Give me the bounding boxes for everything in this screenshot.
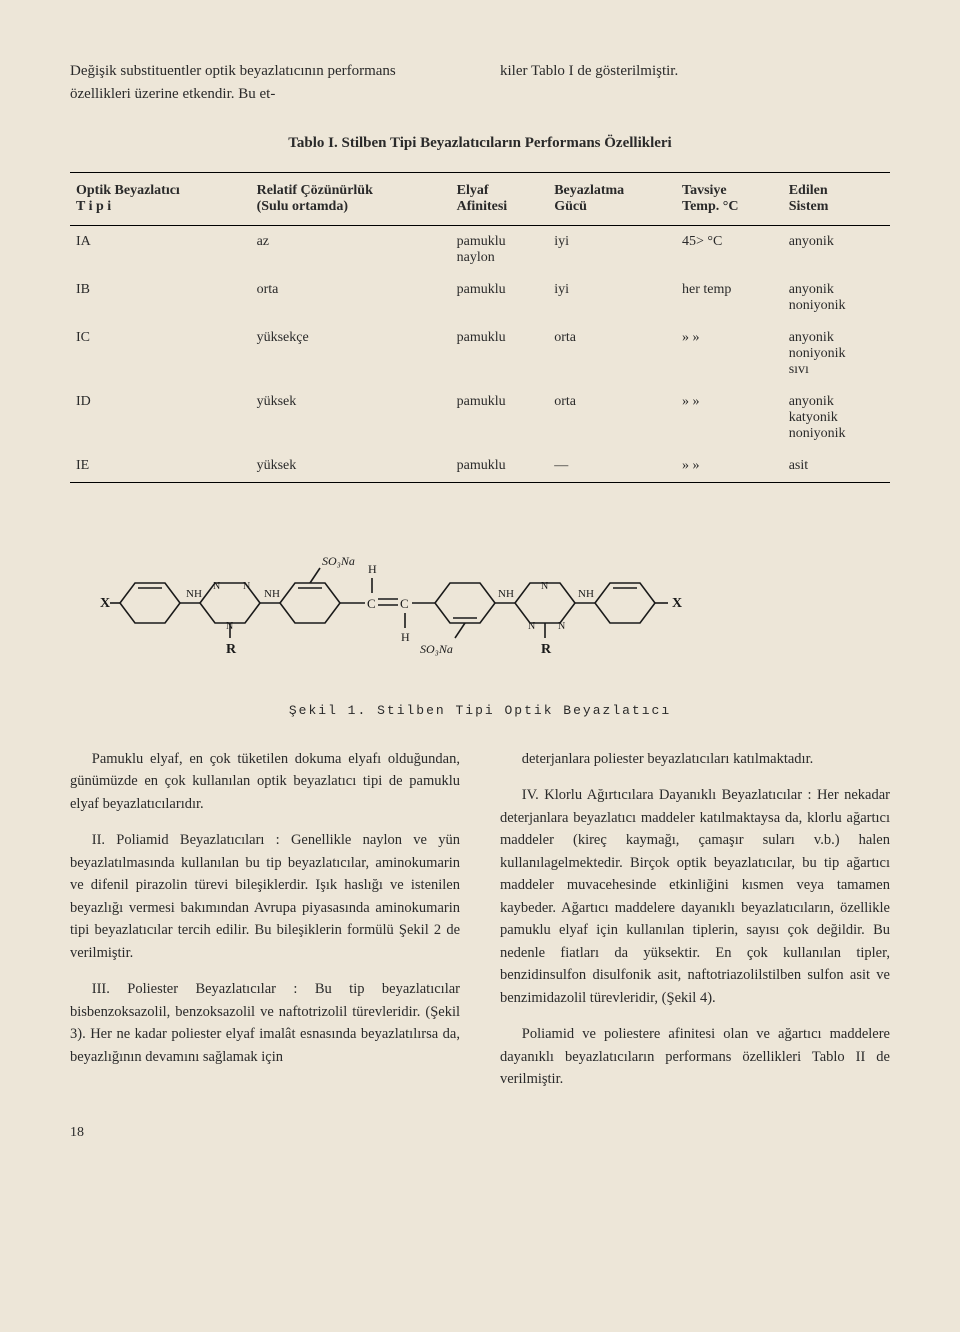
th-system: Edilen Sistem bbox=[783, 173, 890, 226]
para-l1: Pamuklu elyaf, en çok tüketilen dokuma e… bbox=[70, 748, 460, 815]
th-sys-l2: Sistem bbox=[789, 199, 829, 214]
cell-coz: yüksekçe bbox=[251, 322, 451, 386]
cell-temp: 45> °C bbox=[676, 226, 783, 275]
th-aff-l1: Elyaf bbox=[457, 183, 489, 198]
th-type-l2: T i p i bbox=[76, 199, 111, 214]
intro-right: kiler Tablo I de gösterilmiştir. bbox=[500, 60, 890, 105]
body-columns: Pamuklu elyaf, en çok tüketilen dokuma e… bbox=[70, 748, 890, 1105]
label-so3na-top: SO₃Na bbox=[322, 554, 355, 568]
cell-temp: » » bbox=[676, 450, 783, 483]
label-n-1: N bbox=[213, 581, 220, 592]
cell-tip: IC bbox=[70, 322, 251, 386]
cell-sistem: asit bbox=[783, 450, 890, 483]
table-body: IAazpamuklu nayloniyi45> °CanyonikIBorta… bbox=[70, 226, 890, 483]
cell-coz: yüksek bbox=[251, 450, 451, 483]
cell-coz: orta bbox=[251, 274, 451, 322]
cell-elyaf: pamuklu bbox=[451, 386, 549, 450]
label-c-right: C bbox=[400, 596, 409, 611]
cell-elyaf: pamuklu bbox=[451, 450, 549, 483]
intro-left: Değişik substituentler optik beyazlatıcı… bbox=[70, 60, 460, 105]
th-sol-l1: Relatif Çözünürlük bbox=[257, 183, 373, 198]
cell-guc: iyi bbox=[548, 274, 676, 322]
table-row: IAazpamuklu nayloniyi45> °Canyonik bbox=[70, 226, 890, 275]
cell-sistem: anyonik noniyonik bbox=[783, 274, 890, 322]
cell-sistem: anyonik noniyonik sıvı bbox=[783, 322, 890, 386]
cell-tip: IA bbox=[70, 226, 251, 275]
cell-guc: orta bbox=[548, 386, 676, 450]
th-pow-l1: Beyazlatma bbox=[554, 183, 624, 198]
page-number: 18 bbox=[70, 1125, 890, 1141]
th-temp-l2: Temp. °C bbox=[682, 199, 738, 214]
label-h-bot: H bbox=[401, 630, 410, 644]
cell-temp: » » bbox=[676, 322, 783, 386]
label-x-left: X bbox=[100, 596, 110, 611]
label-nh-4: NH bbox=[578, 588, 594, 600]
label-nh-2: NH bbox=[264, 588, 280, 600]
stilben-structure-svg: X NH N N N R NH SO₃Na C bbox=[100, 523, 860, 683]
th-type-l1: Optik Beyazlatıcı bbox=[76, 183, 180, 198]
table-row: IBortapamukluiyiher tempanyonik noniyoni… bbox=[70, 274, 890, 322]
cell-guc: — bbox=[548, 450, 676, 483]
performance-table: Optik Beyazlatıcı T i p i Relatif Çözünü… bbox=[70, 172, 890, 483]
cell-tip: IB bbox=[70, 274, 251, 322]
label-n-4: N bbox=[528, 621, 535, 632]
th-temp-l1: Tavsiye bbox=[682, 183, 727, 198]
th-sol-l2: (Sulu ortamda) bbox=[257, 199, 348, 214]
table-title: Tablo I. Stilben Tipi Beyazlatıcıların P… bbox=[70, 135, 890, 152]
para-l2: II. Poliamid Beyazlatıcıları : Genellikl… bbox=[70, 829, 460, 964]
cell-sistem: anyonik bbox=[783, 226, 890, 275]
figure-caption: Şekil 1. Stilben Tipi Optik Beyazlatıcı bbox=[70, 703, 890, 718]
table-row: IEyüksekpamuklu—» »asit bbox=[70, 450, 890, 483]
th-sys-l1: Edilen bbox=[789, 183, 828, 198]
cell-coz: az bbox=[251, 226, 451, 275]
th-power: Beyazlatma Gücü bbox=[548, 173, 676, 226]
label-so3na-bot: SO₃Na bbox=[420, 642, 453, 656]
table-row: IDyüksekpamukluorta» »anyonik katyonik n… bbox=[70, 386, 890, 450]
cell-elyaf: pamuklu naylon bbox=[451, 226, 549, 275]
para-r2: IV. Klorlu Ağırtıcılara Dayanıklı Beyazl… bbox=[500, 784, 890, 1009]
cell-sistem: anyonik katyonik noniyonik bbox=[783, 386, 890, 450]
page: Değişik substituentler optik beyazlatıcı… bbox=[0, 0, 960, 1181]
th-aff-l2: Afinitesi bbox=[457, 199, 508, 214]
label-r-left: R bbox=[226, 642, 237, 657]
column-right: deterjanlara poliester beyazlatıcıları k… bbox=[500, 748, 890, 1105]
label-c-left: C bbox=[367, 596, 376, 611]
cell-temp: » » bbox=[676, 386, 783, 450]
figure-1: X NH N N N R NH SO₃Na C bbox=[70, 523, 890, 688]
th-type: Optik Beyazlatıcı T i p i bbox=[70, 173, 251, 226]
cell-coz: yüksek bbox=[251, 386, 451, 450]
cell-guc: iyi bbox=[548, 226, 676, 275]
label-x-right: X bbox=[672, 596, 682, 611]
th-affinity: Elyaf Afinitesi bbox=[451, 173, 549, 226]
column-left: Pamuklu elyaf, en çok tüketilen dokuma e… bbox=[70, 748, 460, 1105]
label-nh-1: NH bbox=[186, 588, 202, 600]
para-r3: Poliamid ve poliestere afinitesi olan ve… bbox=[500, 1023, 890, 1090]
cell-elyaf: pamuklu bbox=[451, 322, 549, 386]
th-pow-l2: Gücü bbox=[554, 199, 587, 214]
label-nh-3: NH bbox=[498, 588, 514, 600]
label-h-top: H bbox=[368, 562, 377, 576]
label-n-6: N bbox=[541, 581, 548, 592]
label-r-right: R bbox=[541, 642, 552, 657]
th-temp: Tavsiye Temp. °C bbox=[676, 173, 783, 226]
para-r1: deterjanlara poliester beyazlatıcıları k… bbox=[500, 748, 890, 770]
cell-tip: ID bbox=[70, 386, 251, 450]
cell-tip: IE bbox=[70, 450, 251, 483]
cell-temp: her temp bbox=[676, 274, 783, 322]
intro-row: Değişik substituentler optik beyazlatıcı… bbox=[70, 60, 890, 105]
th-solubility: Relatif Çözünürlük (Sulu ortamda) bbox=[251, 173, 451, 226]
cell-elyaf: pamuklu bbox=[451, 274, 549, 322]
cell-guc: orta bbox=[548, 322, 676, 386]
label-n-2: N bbox=[243, 581, 250, 592]
para-l3: III. Poliester Beyazlatıcılar : Bu tip b… bbox=[70, 978, 460, 1068]
label-n-5: N bbox=[558, 621, 565, 632]
table-row: ICyüksekçepamukluorta» »anyonik noniyoni… bbox=[70, 322, 890, 386]
